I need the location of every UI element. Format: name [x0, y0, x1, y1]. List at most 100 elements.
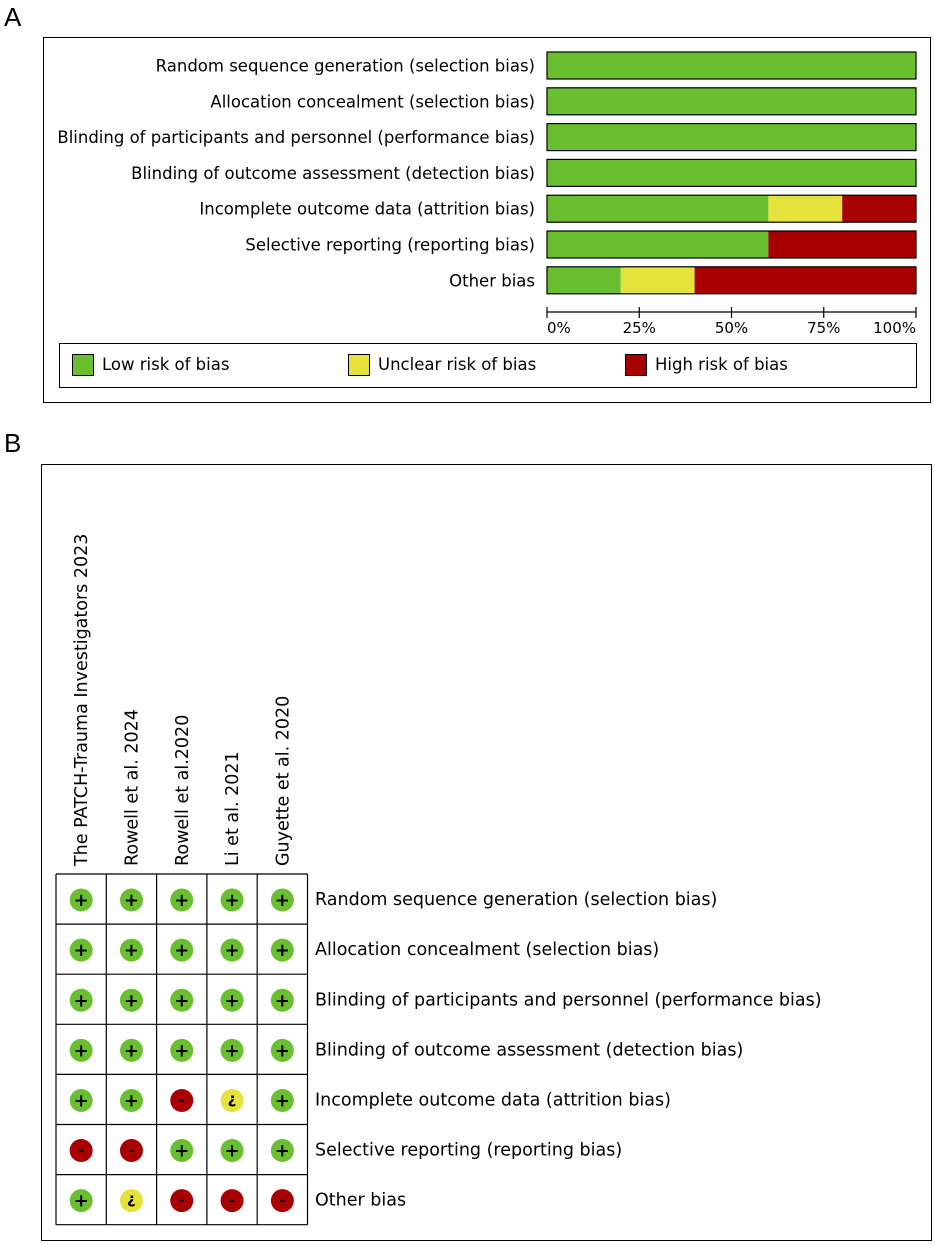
bar-segment-high: [694, 266, 916, 294]
judgement-low: [220, 1139, 244, 1163]
judgement-high: [170, 1189, 194, 1213]
judgement-symbol: -: [179, 1192, 185, 1210]
domain-label: Selective reporting (reporting bias): [315, 1141, 622, 1161]
x-axis-tick-label: 75%: [807, 319, 840, 337]
bar-outline: [546, 87, 917, 116]
legend-swatch-high: [625, 354, 647, 376]
bar-segment-unclear: [768, 195, 843, 223]
judgement-low: [220, 888, 244, 912]
domain-label: Random sequence generation (selection bi…: [315, 890, 717, 910]
legend-label-low: Low risk of bias: [102, 355, 230, 374]
study-label: Guyette et al. 2020: [273, 696, 293, 866]
risk-of-bias-graph-frame: [43, 37, 931, 403]
judgement-low: [270, 1088, 294, 1112]
bar-segment-low: [547, 231, 769, 258]
judgement-low: [170, 1038, 194, 1062]
judgement-symbol: +: [124, 940, 139, 961]
domain-label: Other bias: [315, 1191, 406, 1211]
bar-segment-low: [547, 195, 769, 223]
judgement-symbol: -: [179, 1091, 185, 1109]
judgement-low: [69, 1088, 93, 1112]
judgement-low: [220, 938, 244, 962]
bar-outline: [546, 122, 917, 152]
graph-row-label: Random sequence generation (selection bi…: [156, 57, 535, 76]
graph-row-label: Blinding of participants and personnel (…: [57, 128, 535, 147]
legend: Low risk of bias Unclear risk of bias Hi…: [59, 343, 917, 388]
legend-swatch-unclear: [348, 354, 370, 376]
judgement-high: [220, 1189, 244, 1213]
study-label: Rowell et al.2020: [173, 715, 193, 866]
judgement-low: [119, 1038, 143, 1062]
bar-outline: [546, 194, 917, 223]
judgement-low: [69, 1189, 93, 1213]
x-axis-tick-label: 25%: [623, 319, 656, 337]
judgement-high: [69, 1139, 93, 1163]
judgement-symbol: -: [78, 1142, 84, 1160]
judgement-symbol: +: [174, 940, 189, 961]
risk-of-bias-graph: Random sequence generation (selection bi…: [57, 51, 917, 337]
judgement-symbol: +: [124, 890, 139, 911]
bar-segment-low: [547, 266, 621, 294]
judgement-low: [119, 888, 143, 912]
judgement-symbol: +: [275, 990, 290, 1011]
x-axis-tick-label: 100%: [873, 319, 916, 337]
judgement-unclear: [119, 1189, 143, 1213]
graph-row-label: Blinding of outcome assessment (detectio…: [131, 164, 535, 183]
judgement-symbol: +: [174, 1141, 189, 1162]
judgement-low: [270, 988, 294, 1012]
judgement-symbol: -: [128, 1142, 134, 1160]
judgement-low: [270, 888, 294, 912]
panel-b-label: B: [4, 428, 22, 458]
judgement-symbol: ?: [127, 1192, 136, 1210]
judgement-low: [119, 938, 143, 962]
judgement-symbol: +: [74, 1040, 89, 1061]
judgement-low: [69, 938, 93, 962]
bar-segment-low: [547, 123, 916, 151]
judgement-symbol: +: [74, 1090, 89, 1111]
judgement-low: [270, 1139, 294, 1163]
judgement-symbol: +: [275, 940, 290, 961]
judgement-low: [170, 988, 194, 1012]
judgement-symbol: -: [279, 1192, 285, 1210]
judgement-symbol: +: [225, 890, 240, 911]
judgement-symbol: +: [275, 1141, 290, 1162]
judgement-low: [220, 988, 244, 1012]
study-label: Rowell et al. 2024: [122, 709, 142, 866]
judgement-symbol: ?: [228, 1091, 237, 1109]
judgement-low: [69, 1038, 93, 1062]
judgement-symbol: +: [225, 1141, 240, 1162]
judgement-high: [270, 1189, 294, 1213]
judgement-low: [170, 938, 194, 962]
judgement-symbol: +: [275, 1090, 290, 1111]
x-axis-tick-label: 0%: [547, 319, 571, 337]
judgement-low: [220, 1038, 244, 1062]
judgement-symbol: +: [225, 990, 240, 1011]
graph-row-label: Allocation concealment (selection bias): [210, 92, 535, 111]
judgement-symbol: +: [275, 1040, 290, 1061]
judgement-symbol: +: [174, 990, 189, 1011]
judgement-low: [69, 988, 93, 1012]
study-label: Li et al. 2021: [223, 751, 243, 866]
legend-swatch-low: [72, 354, 94, 376]
bar-segment-low: [547, 52, 916, 79]
graph-row-label: Selective reporting (reporting bias): [245, 236, 535, 255]
judgement-symbol: +: [275, 890, 290, 911]
graph-row-label: Incomplete outcome data (attrition bias): [199, 200, 535, 219]
domain-label: Incomplete outcome data (attrition bias): [315, 1090, 671, 1110]
judgement-symbol: +: [124, 1040, 139, 1061]
bar-segment-low: [547, 87, 916, 115]
bar-segment-high: [768, 231, 916, 258]
judgement-symbol: +: [74, 990, 89, 1011]
judgement-symbol: +: [174, 1040, 189, 1061]
bar-outline: [546, 230, 917, 259]
graph-row-label: Other bias: [449, 271, 535, 290]
bar-outline: [546, 51, 917, 80]
bar-outline: [546, 158, 917, 187]
judgement-symbol: +: [124, 1090, 139, 1111]
judgement-high: [119, 1139, 143, 1163]
bar-segment-low: [547, 159, 916, 187]
judgement-symbol: -: [229, 1192, 235, 1210]
bar-outline: [546, 266, 917, 295]
judgement-unclear: [220, 1088, 244, 1112]
